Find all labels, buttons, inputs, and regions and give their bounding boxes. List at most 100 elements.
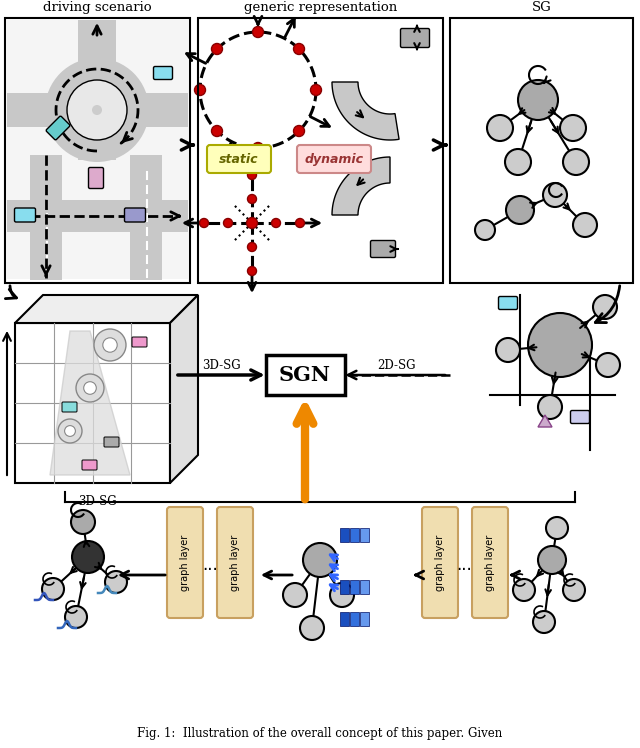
- Circle shape: [223, 218, 232, 227]
- Text: graph layer: graph layer: [485, 534, 495, 591]
- FancyBboxPatch shape: [46, 116, 70, 140]
- Circle shape: [303, 543, 337, 577]
- Circle shape: [300, 616, 324, 640]
- Text: time: time: [0, 390, 2, 416]
- FancyBboxPatch shape: [401, 28, 429, 48]
- Bar: [78, 140, 116, 160]
- Circle shape: [596, 353, 620, 377]
- Circle shape: [45, 58, 149, 162]
- Circle shape: [487, 115, 513, 141]
- Circle shape: [105, 571, 127, 593]
- FancyBboxPatch shape: [15, 208, 35, 222]
- FancyBboxPatch shape: [62, 402, 77, 412]
- Circle shape: [71, 510, 95, 534]
- Bar: [5, 18, 190, 283]
- Circle shape: [65, 426, 76, 436]
- Circle shape: [533, 611, 555, 633]
- Circle shape: [294, 126, 305, 137]
- Polygon shape: [538, 415, 552, 427]
- Text: 3D-SG: 3D-SG: [77, 495, 116, 508]
- Bar: [130, 155, 162, 280]
- Text: 2D-SG: 2D-SG: [377, 358, 415, 372]
- Circle shape: [538, 395, 562, 419]
- Bar: [7, 20, 188, 160]
- Circle shape: [211, 126, 223, 137]
- Circle shape: [296, 218, 305, 227]
- FancyBboxPatch shape: [132, 337, 147, 347]
- Polygon shape: [332, 82, 399, 140]
- Circle shape: [200, 218, 209, 227]
- Polygon shape: [15, 295, 198, 323]
- Circle shape: [283, 583, 307, 607]
- Bar: [30, 155, 62, 270]
- FancyBboxPatch shape: [207, 145, 271, 173]
- Circle shape: [271, 218, 280, 227]
- Circle shape: [253, 143, 264, 153]
- Circle shape: [543, 183, 567, 207]
- Circle shape: [67, 80, 127, 140]
- Circle shape: [211, 43, 223, 55]
- Text: Fig. 1:  Illustration of the overall concept of this paper. Given: Fig. 1: Illustration of the overall conc…: [138, 726, 502, 740]
- FancyBboxPatch shape: [266, 355, 344, 395]
- Circle shape: [528, 313, 592, 377]
- FancyBboxPatch shape: [125, 208, 145, 222]
- Polygon shape: [332, 157, 390, 215]
- Bar: [340, 528, 349, 542]
- Circle shape: [330, 583, 354, 607]
- Polygon shape: [15, 323, 170, 483]
- Bar: [360, 612, 369, 626]
- FancyBboxPatch shape: [297, 145, 371, 173]
- Text: graph layer: graph layer: [435, 534, 445, 591]
- Text: dynamic: dynamic: [305, 153, 364, 165]
- Circle shape: [42, 578, 64, 600]
- Bar: [340, 580, 349, 594]
- FancyBboxPatch shape: [472, 507, 508, 618]
- FancyBboxPatch shape: [422, 507, 458, 618]
- Circle shape: [253, 26, 264, 37]
- Circle shape: [248, 266, 257, 275]
- Text: 3D-SG: 3D-SG: [202, 358, 241, 372]
- Circle shape: [248, 242, 257, 251]
- Circle shape: [563, 149, 589, 175]
- Bar: [198, 18, 443, 283]
- Text: generic representation: generic representation: [244, 1, 397, 14]
- FancyBboxPatch shape: [154, 67, 173, 79]
- Circle shape: [246, 218, 257, 228]
- Circle shape: [76, 374, 104, 402]
- Circle shape: [538, 546, 566, 574]
- Circle shape: [248, 171, 257, 180]
- FancyBboxPatch shape: [104, 437, 119, 447]
- Bar: [360, 580, 369, 594]
- Bar: [7, 200, 188, 232]
- Bar: [350, 580, 359, 594]
- Circle shape: [546, 517, 568, 539]
- Circle shape: [513, 579, 535, 601]
- Circle shape: [518, 80, 558, 120]
- Circle shape: [65, 606, 87, 628]
- Circle shape: [195, 85, 205, 96]
- Text: graph layer: graph layer: [180, 534, 190, 591]
- Circle shape: [294, 43, 305, 55]
- Circle shape: [506, 196, 534, 224]
- Bar: [360, 528, 369, 542]
- FancyBboxPatch shape: [167, 507, 203, 618]
- Bar: [30, 155, 62, 280]
- Text: graph layer: graph layer: [230, 534, 240, 591]
- Bar: [350, 612, 359, 626]
- Text: driving scenario: driving scenario: [43, 1, 152, 14]
- Bar: [450, 18, 633, 283]
- Text: SGN: SGN: [279, 365, 331, 385]
- Circle shape: [505, 149, 531, 175]
- Circle shape: [58, 419, 82, 443]
- Circle shape: [103, 338, 117, 352]
- Text: SG: SG: [532, 1, 552, 14]
- Circle shape: [248, 194, 257, 203]
- FancyBboxPatch shape: [570, 411, 589, 423]
- Bar: [140, 93, 188, 127]
- Circle shape: [310, 85, 321, 96]
- Text: ...: ...: [456, 557, 472, 574]
- Circle shape: [573, 213, 597, 237]
- Text: ...: ...: [202, 557, 218, 574]
- Circle shape: [94, 329, 126, 361]
- Bar: [350, 528, 359, 542]
